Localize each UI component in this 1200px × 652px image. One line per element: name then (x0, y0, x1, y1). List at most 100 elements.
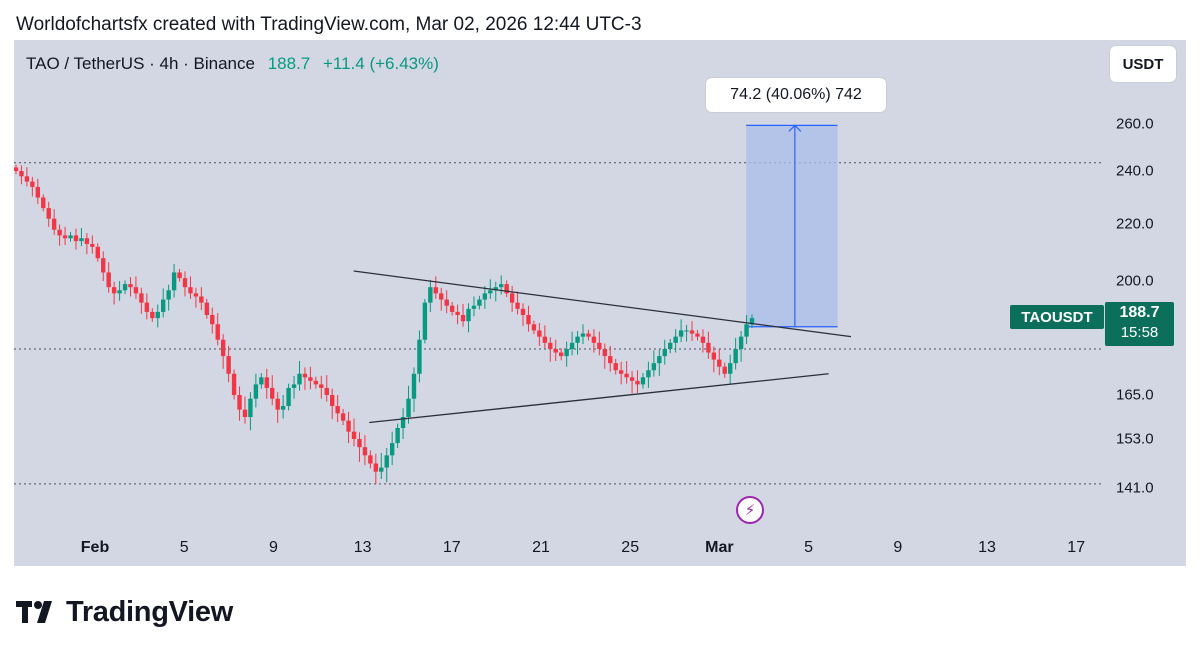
candle-body (368, 455, 373, 464)
candle-body (340, 413, 346, 421)
candle-body (411, 373, 417, 399)
date-tick-label: 21 (532, 539, 550, 556)
date-tick-label: 17 (442, 539, 461, 556)
candle-body (199, 296, 204, 303)
current-price-tag: 188.7 15:58 (1105, 302, 1174, 346)
candle-body (711, 352, 717, 360)
candle-body (477, 299, 482, 306)
candle-body (466, 308, 471, 322)
candle-body (678, 330, 684, 337)
candle-body (248, 398, 253, 417)
ticker-tag: TAOUSDT (1010, 305, 1104, 329)
candle-body (673, 336, 678, 343)
candle-body (19, 171, 24, 177)
candle-body (695, 333, 700, 337)
candle-body (733, 349, 738, 364)
candle-body (106, 272, 111, 288)
candle-body (95, 246, 100, 259)
candle-body (384, 455, 389, 468)
date-tick-label: Feb (80, 539, 110, 556)
candle-body (286, 387, 291, 406)
candle-body (270, 387, 275, 399)
date-tick-label: 5 (179, 539, 189, 556)
candle-body (668, 342, 673, 349)
candle-body (182, 278, 188, 288)
candle-body (46, 208, 51, 219)
candle-body (499, 284, 504, 288)
candle-body (580, 333, 586, 337)
date-tick-label: 9 (268, 539, 278, 556)
brand-name: TradingView (66, 595, 233, 628)
candle-body (14, 167, 19, 171)
price-range-arrowhead (788, 124, 802, 132)
candle-body (379, 467, 384, 472)
candle-body (90, 243, 95, 247)
candle-body (624, 373, 629, 378)
candle-body (417, 339, 422, 374)
candle-body (357, 439, 362, 448)
candle-body (330, 395, 335, 406)
candle-body (629, 377, 635, 381)
candle-body (460, 315, 466, 322)
flash-icon[interactable]: ⚡ (736, 496, 764, 524)
candle-body (455, 311, 460, 315)
candle-body (520, 308, 526, 315)
candle-body (319, 384, 324, 388)
price-tick-label: 141.0 (1116, 479, 1154, 497)
date-tick-label: 17 (1067, 539, 1086, 556)
candle-body (324, 387, 329, 395)
candle-body (313, 380, 319, 385)
candle-body (597, 342, 602, 349)
tradingview-logo-icon (16, 601, 52, 623)
candle-body (700, 336, 706, 343)
candle-body (569, 342, 575, 349)
candle-body (30, 181, 35, 187)
candle-body (509, 293, 515, 303)
candle-body (346, 420, 351, 432)
candle-body (133, 287, 139, 294)
chart-area[interactable]: TAO / TetherUS · 4h · Binance 188.7 +11.… (14, 40, 1186, 566)
candle-body (689, 330, 695, 334)
candle-body (548, 342, 553, 349)
candle-body (488, 290, 493, 294)
candle-body (400, 417, 406, 428)
candle-body (259, 377, 264, 385)
candle-body (406, 398, 411, 417)
currency-button[interactable]: USDT (1110, 46, 1176, 82)
candle-body (166, 290, 171, 300)
candle-body (204, 302, 210, 315)
candle-body (161, 299, 166, 312)
candle-body (744, 324, 749, 337)
candle-body (308, 377, 313, 381)
price-tick-label: 240.0 (1116, 162, 1154, 180)
candle-body (531, 324, 537, 331)
candle-body (122, 284, 128, 291)
candle-body (111, 287, 117, 294)
date-tick-label: 13 (978, 539, 996, 556)
candle-body (439, 293, 444, 300)
candle-body (553, 349, 558, 353)
price-chart[interactable] (14, 40, 1186, 566)
candle-body (537, 330, 542, 337)
candle-body (575, 336, 580, 343)
candle-body (727, 363, 733, 374)
candle-body (193, 293, 199, 297)
candle-body (389, 443, 395, 456)
candle-body (117, 290, 122, 294)
candle-body (220, 339, 226, 357)
bar-countdown: 15:58 (1120, 324, 1159, 341)
candle-body (640, 377, 646, 385)
candle-body (515, 302, 520, 309)
candle-body (657, 356, 662, 364)
candle-body (280, 406, 286, 410)
date-tick-label: 13 (353, 539, 372, 556)
candle-body (51, 218, 57, 230)
candle-body (41, 197, 46, 209)
candle-body (504, 284, 509, 294)
symbol-label: TAO / TetherUS · 4h · Binance (26, 54, 255, 73)
candle-body (68, 235, 73, 239)
candle-body (231, 373, 237, 395)
candle-body (264, 377, 269, 388)
candle-body (444, 299, 449, 306)
candle-body (613, 363, 618, 371)
